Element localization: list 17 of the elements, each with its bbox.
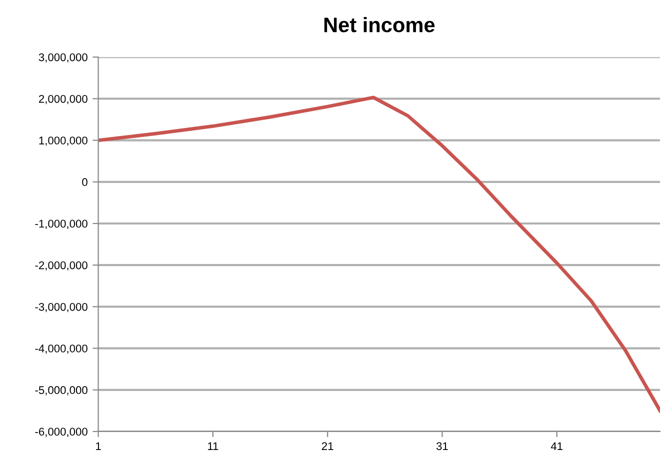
x-tick-label: 1 (96, 442, 101, 450)
y-tick-label: 3,000,000 (38, 53, 88, 63)
y-tick-label: 0 (82, 178, 88, 186)
x-tick-label: 11 (208, 442, 218, 450)
y-tick-label: -1,000,000 (35, 220, 88, 229)
y-tick-label: -6,000,000 (35, 428, 88, 437)
chart-title: Net income (324, 17, 435, 32)
y-tick-label: -3,000,000 (35, 302, 88, 312)
y-tick-label: -4,000,000 (35, 344, 88, 354)
y-tick-label: 1,000,000 (39, 136, 88, 146)
x-tick-label: 21 (322, 442, 334, 450)
x-tick-label: 41 (550, 442, 562, 450)
x-tick-label: 31 (436, 442, 448, 450)
y-tick-label: 2,000,000 (38, 94, 88, 104)
y-tick-label: -5,000,000 (35, 386, 88, 396)
y-tick-label: -2,000,000 (35, 261, 88, 271)
line-series (98, 96, 660, 412)
